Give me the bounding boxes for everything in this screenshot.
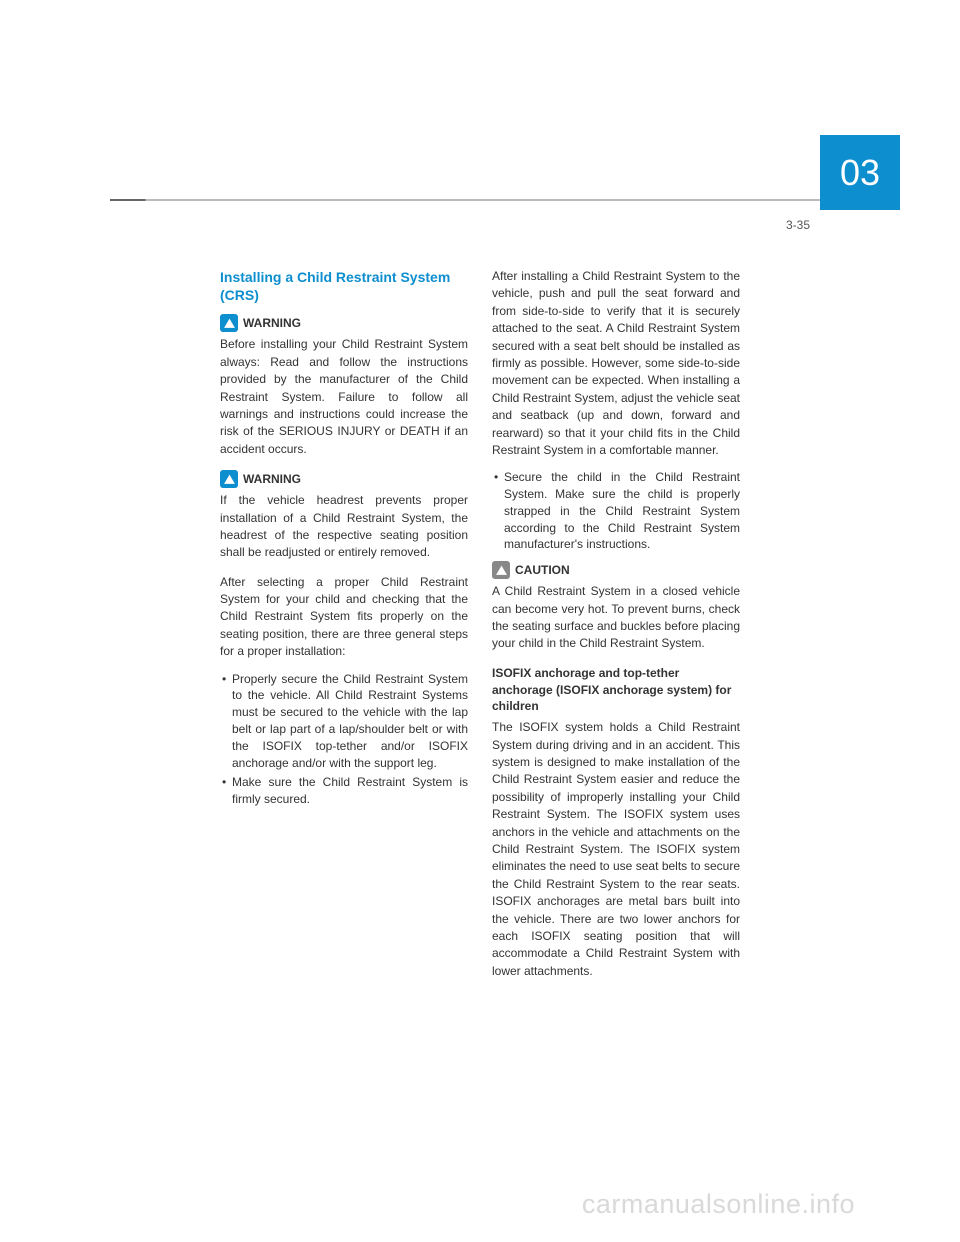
- body-paragraph: After installing a Child Restraint Syste…: [492, 268, 740, 459]
- section-title: Installing a Child Restraint System (CRS…: [220, 268, 468, 304]
- sub-heading: ISOFIX anchorage and top-tether anchorag…: [492, 665, 740, 715]
- caution-text: A Child Restraint System in a closed veh…: [492, 583, 740, 653]
- warning-label: WARNING: [243, 471, 301, 488]
- right-column: After installing a Child Restraint Syste…: [492, 268, 740, 990]
- caution-header: CAUTION: [492, 561, 740, 579]
- caution-icon: [492, 561, 510, 579]
- left-column: Installing a Child Restraint System (CRS…: [220, 268, 468, 990]
- warning-label: WARNING: [243, 315, 301, 332]
- list-item: Properly secure the Child Restraint Syst…: [220, 671, 468, 772]
- watermark: carmanualsonline.info: [582, 1189, 855, 1220]
- bullet-list: Secure the child in the Child Restraint …: [492, 469, 740, 553]
- warning-text: Before installing your Child Restraint S…: [220, 336, 468, 458]
- warning-text: If the vehicle headrest prevents proper …: [220, 492, 468, 562]
- warning-icon: [220, 470, 238, 488]
- list-item: Make sure the Child Restraint System is …: [220, 774, 468, 808]
- caution-block: CAUTION A Child Restraint System in a cl…: [492, 561, 740, 653]
- body-paragraph: The ISOFIX system holds a Child Restrain…: [492, 719, 740, 980]
- list-item: Secure the child in the Child Restraint …: [492, 469, 740, 553]
- warning-header: WARNING: [220, 470, 468, 488]
- content-columns: Installing a Child Restraint System (CRS…: [100, 268, 860, 990]
- warning-block-1: WARNING Before installing your Child Res…: [220, 314, 468, 458]
- warning-icon: [220, 314, 238, 332]
- warning-header: WARNING: [220, 314, 468, 332]
- caution-label: CAUTION: [515, 562, 570, 579]
- body-paragraph: After selecting a proper Child Restraint…: [220, 574, 468, 661]
- bullet-list: Properly secure the Child Restraint Syst…: [220, 671, 468, 808]
- warning-block-2: WARNING If the vehicle headrest prevents…: [220, 470, 468, 562]
